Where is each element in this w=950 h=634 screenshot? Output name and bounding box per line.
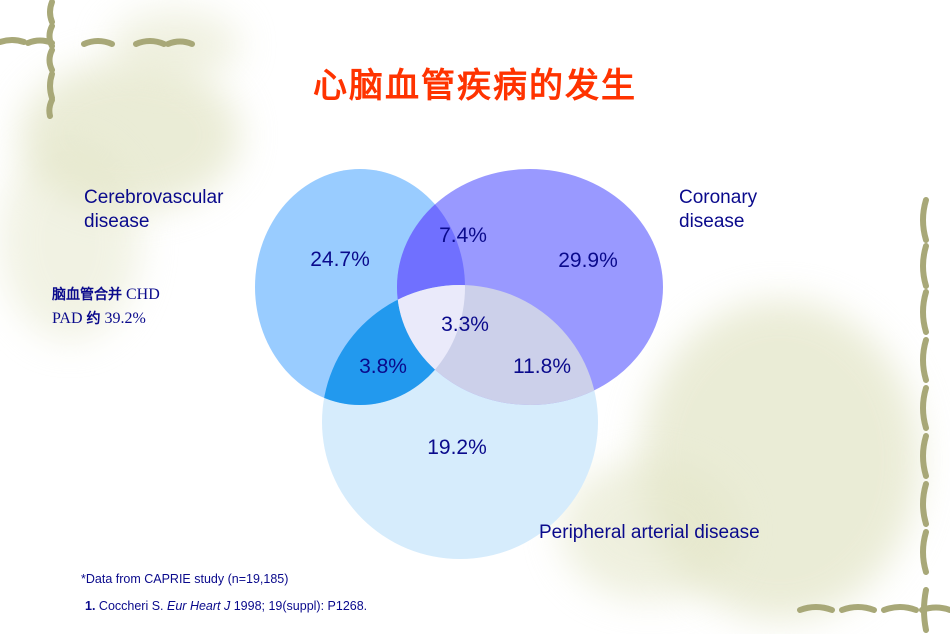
label-cerebrovascular: Cerebrovascular disease <box>84 186 223 234</box>
value-coronary-peripheral: 11.8% <box>513 355 571 378</box>
label-cerebrovascular-line2: disease <box>84 211 150 232</box>
overlap-cerebro-peripheral <box>322 285 465 405</box>
value-all-three: 3.3% <box>441 313 489 336</box>
value-cerebrovascular-only: 24.7% <box>310 248 370 271</box>
label-coronary-line1: Coronary <box>679 187 758 208</box>
label-coronary-line2: disease <box>679 211 745 232</box>
side-note-chd: CHD <box>126 286 160 303</box>
side-note-line2: PAD 约 39.2% <box>52 307 160 331</box>
background-blob <box>560 460 740 600</box>
reference-number: 1. <box>85 599 96 613</box>
side-note-cn2: 约 <box>86 311 101 327</box>
footnote-data-source: *Data from CAPRIE study (n=19,185) <box>81 572 289 586</box>
reference-detail: 1998; 19(suppl): P1268. <box>233 599 368 613</box>
background-blob <box>0 140 140 340</box>
value-peripheral-only: 19.2% <box>427 436 487 459</box>
reference-journal: Eur Heart J <box>167 599 231 613</box>
label-peripheral: Peripheral arterial disease <box>539 522 760 543</box>
side-note-value: 39.2% <box>104 310 146 327</box>
label-coronary: Coronary disease <box>679 186 757 234</box>
value-cerebro-coronary: 7.4% <box>439 224 487 247</box>
label-cerebrovascular-line1: Cerebrovascular <box>84 187 224 208</box>
background-blob <box>110 10 240 80</box>
side-note-cn1: 脑血管合并 <box>52 287 122 303</box>
side-note: 脑血管合并 CHD PAD 约 39.2% <box>52 283 160 331</box>
overlap-coronary-peripheral <box>397 285 598 405</box>
value-cerebro-peripheral: 3.8% <box>359 355 407 378</box>
slide-title: 心脑血管疾病的发生 <box>313 66 637 106</box>
side-note-line1: 脑血管合并 CHD <box>52 283 160 307</box>
reference-author: Coccheri S. <box>98 599 164 613</box>
footnote-reference: 1. Coccheri S. Eur Heart J 1998; 19(supp… <box>85 599 367 613</box>
side-note-pad: PAD <box>52 310 83 327</box>
value-coronary-only: 29.9% <box>558 249 618 272</box>
